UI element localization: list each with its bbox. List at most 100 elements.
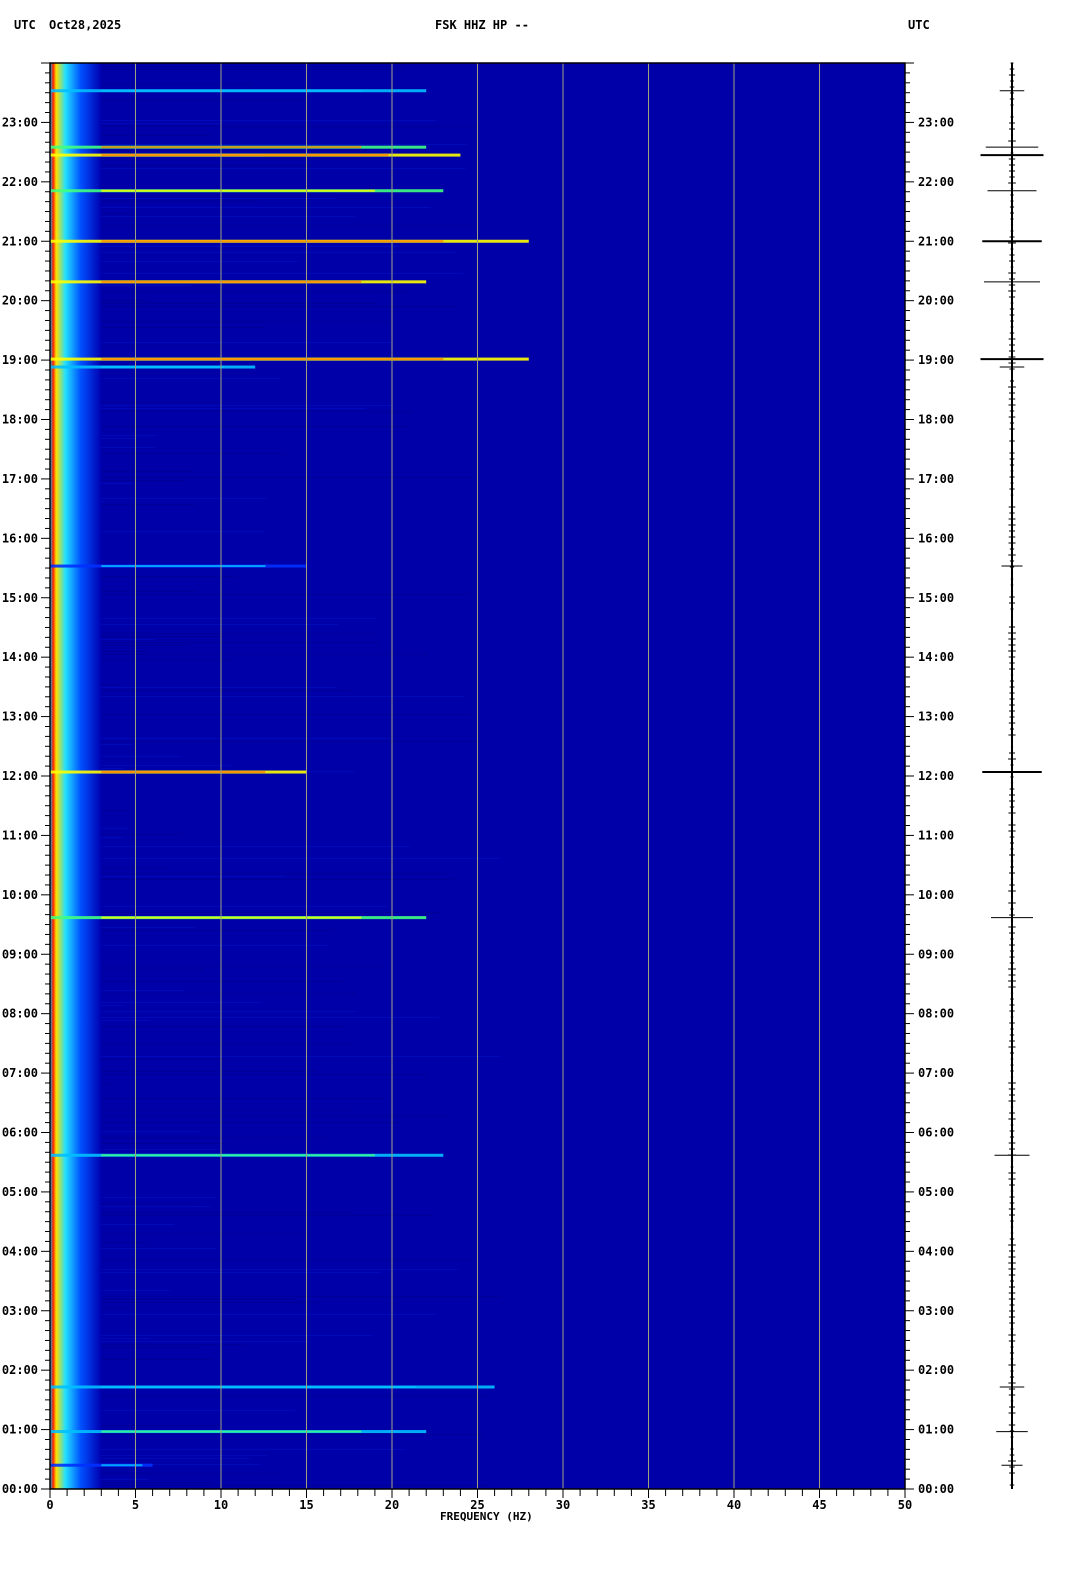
spectral-event-core bbox=[101, 1154, 375, 1157]
noise-row bbox=[101, 1410, 295, 1411]
y-tick-label-left: 11:00 bbox=[2, 828, 38, 842]
noise-row bbox=[101, 768, 124, 769]
noise-row bbox=[101, 1449, 405, 1450]
noise-row bbox=[101, 660, 235, 661]
y-tick-label-left: 14:00 bbox=[2, 650, 38, 664]
noise-row bbox=[101, 1143, 225, 1144]
y-tick-label-left: 08:00 bbox=[2, 1007, 38, 1021]
noise-row bbox=[101, 945, 328, 946]
noise-row bbox=[101, 1314, 436, 1315]
noise-row bbox=[101, 1269, 459, 1270]
noise-row bbox=[101, 873, 446, 874]
noise-row bbox=[101, 1479, 149, 1480]
noise-row bbox=[101, 531, 265, 532]
noise-row bbox=[101, 651, 149, 652]
noise-row bbox=[101, 1212, 353, 1213]
y-tick-label-left: 09:00 bbox=[2, 947, 38, 961]
y-tick-label-right: 00:00 bbox=[918, 1482, 954, 1496]
noise-row bbox=[101, 402, 222, 403]
y-tick-label-right: 05:00 bbox=[918, 1185, 954, 1199]
noise-row bbox=[101, 867, 171, 868]
y-tick-label-left: 04:00 bbox=[2, 1244, 38, 1258]
noise-row bbox=[101, 1296, 502, 1297]
spectral-event-core bbox=[101, 358, 444, 361]
noise-row bbox=[101, 1005, 123, 1006]
noise-row bbox=[101, 1344, 247, 1345]
y-tick-label-left: 15:00 bbox=[2, 591, 38, 605]
noise-row bbox=[101, 327, 265, 328]
noise-row bbox=[101, 345, 227, 346]
y-tick-label-right: 08:00 bbox=[918, 1007, 954, 1021]
noise-row bbox=[101, 1026, 346, 1027]
noise-row bbox=[101, 591, 198, 592]
y-tick-label-left: 06:00 bbox=[2, 1126, 38, 1140]
y-tick-label-right: 23:00 bbox=[918, 115, 954, 129]
y-tick-label-right: 11:00 bbox=[918, 828, 954, 842]
spectral-event-core bbox=[101, 280, 362, 283]
noise-row bbox=[101, 1395, 488, 1396]
y-tick-label-right: 21:00 bbox=[918, 234, 954, 248]
y-tick-label-right: 10:00 bbox=[918, 888, 954, 902]
y-tick-label-right: 16:00 bbox=[918, 531, 954, 545]
noise-row bbox=[101, 738, 391, 739]
noise-row bbox=[101, 99, 308, 100]
noise-row bbox=[101, 342, 393, 343]
noise-row bbox=[101, 1473, 280, 1474]
noise-row bbox=[101, 639, 155, 640]
noise-row bbox=[101, 66, 395, 67]
noise-row bbox=[101, 453, 285, 454]
noise-row bbox=[101, 447, 156, 448]
noise-row bbox=[101, 483, 133, 484]
noise-row bbox=[101, 1149, 218, 1150]
noise-row bbox=[101, 930, 334, 931]
noise-row bbox=[101, 1083, 113, 1084]
noise-row bbox=[101, 1455, 267, 1456]
noise-row bbox=[101, 1020, 151, 1021]
y-tick-label-right: 03:00 bbox=[918, 1304, 954, 1318]
x-tick-label: 15 bbox=[299, 1498, 313, 1512]
x-tick-label: 25 bbox=[470, 1498, 484, 1512]
noise-row bbox=[101, 1302, 320, 1303]
y-tick-label-left: 23:00 bbox=[2, 115, 38, 129]
noise-row bbox=[101, 201, 259, 202]
noise-row bbox=[101, 438, 136, 439]
noise-row bbox=[101, 879, 456, 880]
noise-row bbox=[101, 1074, 428, 1075]
noise-row bbox=[101, 1233, 312, 1234]
noise-row bbox=[101, 501, 104, 502]
noise-row bbox=[101, 714, 471, 715]
y-tick-label-left: 05:00 bbox=[2, 1185, 38, 1199]
noise-row bbox=[101, 213, 133, 214]
noise-row bbox=[101, 285, 191, 286]
noise-row bbox=[101, 834, 182, 835]
noise-row bbox=[101, 645, 187, 646]
noise-row bbox=[101, 1203, 198, 1204]
noise-row bbox=[101, 618, 378, 619]
noise-row bbox=[101, 1098, 386, 1099]
spectral-event-core bbox=[101, 565, 266, 568]
y-tick-label-left: 02:00 bbox=[2, 1363, 38, 1377]
noise-row bbox=[101, 744, 133, 745]
noise-row bbox=[101, 123, 221, 124]
y-tick-label-left: 07:00 bbox=[2, 1066, 38, 1080]
noise-row bbox=[101, 687, 335, 688]
noise-row bbox=[101, 477, 474, 478]
noise-row bbox=[101, 135, 212, 136]
x-tick-label: 30 bbox=[556, 1498, 570, 1512]
spectral-event-core bbox=[101, 1464, 143, 1467]
noise-row bbox=[101, 261, 298, 262]
noise-row bbox=[101, 216, 356, 217]
noise-row bbox=[101, 690, 351, 691]
noise-row bbox=[101, 471, 194, 472]
noise-row bbox=[101, 1338, 151, 1339]
spectral-event-core bbox=[101, 771, 266, 774]
noise-row bbox=[101, 828, 128, 829]
spectral-event-core bbox=[101, 1386, 416, 1389]
y-tick-label-right: 02:00 bbox=[918, 1363, 954, 1377]
noise-row bbox=[101, 168, 466, 169]
noise-row bbox=[101, 966, 384, 967]
noise-row bbox=[101, 150, 369, 151]
noise-row bbox=[101, 165, 315, 166]
date-label: Oct28,2025 bbox=[49, 18, 122, 32]
